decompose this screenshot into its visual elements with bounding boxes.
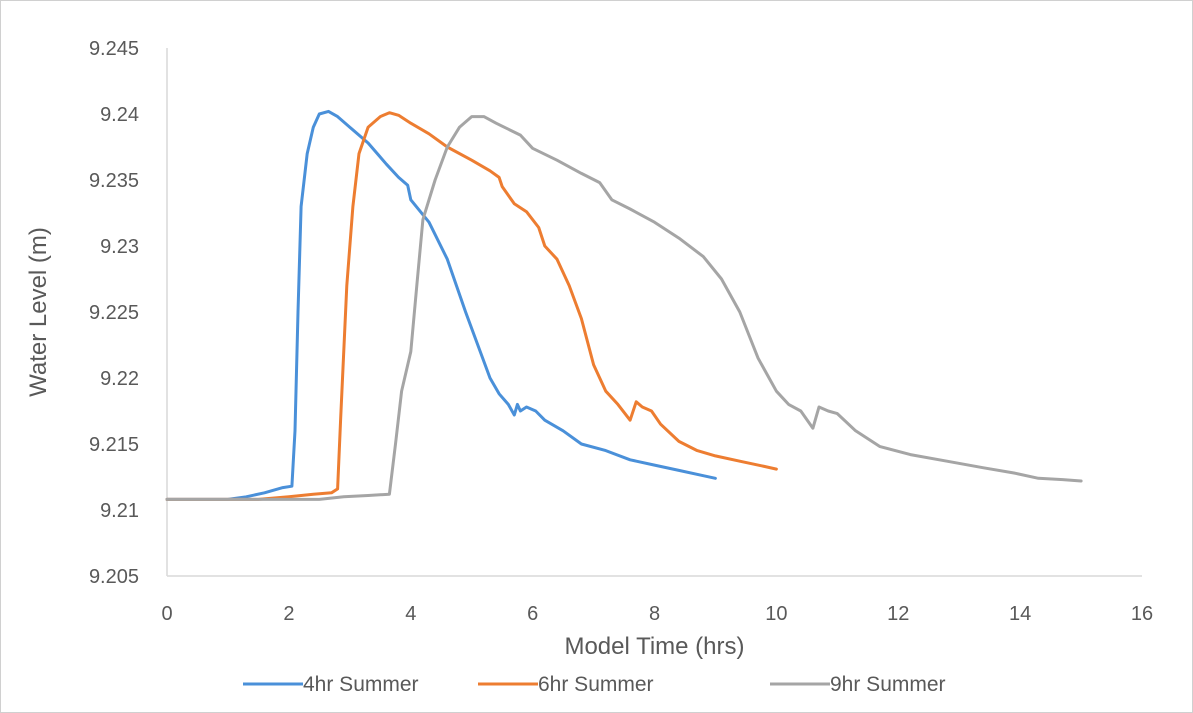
x-tick-label: 6 <box>527 603 538 625</box>
x-axis-title: Model Time (hrs) <box>564 633 744 660</box>
series-line-3 <box>165 115 1083 501</box>
x-tick-label: 16 <box>1131 603 1153 625</box>
legend: 4hr Summer 6hr Summer 9hr Summer <box>243 673 946 696</box>
y-tick-label: 9.21 <box>100 500 139 522</box>
x-tick-label: 2 <box>283 603 294 625</box>
x-tick-label: 12 <box>887 603 909 625</box>
y-tick-label: 9.215 <box>89 434 139 456</box>
y-tick-label: 9.245 <box>89 38 139 60</box>
series-line-1 <box>165 109 717 501</box>
y-tick-label: 9.235 <box>89 170 139 192</box>
x-axis-ticks: 0 2 4 6 8 10 12 14 16 <box>161 603 1153 625</box>
x-tick-label: 10 <box>765 603 787 625</box>
series-line-2 <box>165 111 778 501</box>
y-tick-label: 9.24 <box>100 104 139 126</box>
legend-label: 4hr Summer <box>303 673 419 696</box>
y-tick-label: 9.23 <box>100 236 139 258</box>
series-lines <box>165 109 1083 501</box>
x-tick-label: 0 <box>161 603 172 625</box>
y-tick-label: 9.22 <box>100 368 139 390</box>
x-tick-label: 4 <box>405 603 416 625</box>
y-tick-label: 9.205 <box>89 566 139 588</box>
legend-label: 9hr Summer <box>830 673 946 696</box>
legend-label: 6hr Summer <box>538 673 654 696</box>
x-tick-label: 8 <box>649 603 660 625</box>
y-tick-label: 9.225 <box>89 302 139 324</box>
y-axis-title: Water Level (m) <box>25 227 52 397</box>
x-tick-label: 14 <box>1009 603 1031 625</box>
y-axis-ticks: 9.205 9.21 9.215 9.22 9.225 9.23 9.235 9.24 9.24… <box>89 38 139 588</box>
